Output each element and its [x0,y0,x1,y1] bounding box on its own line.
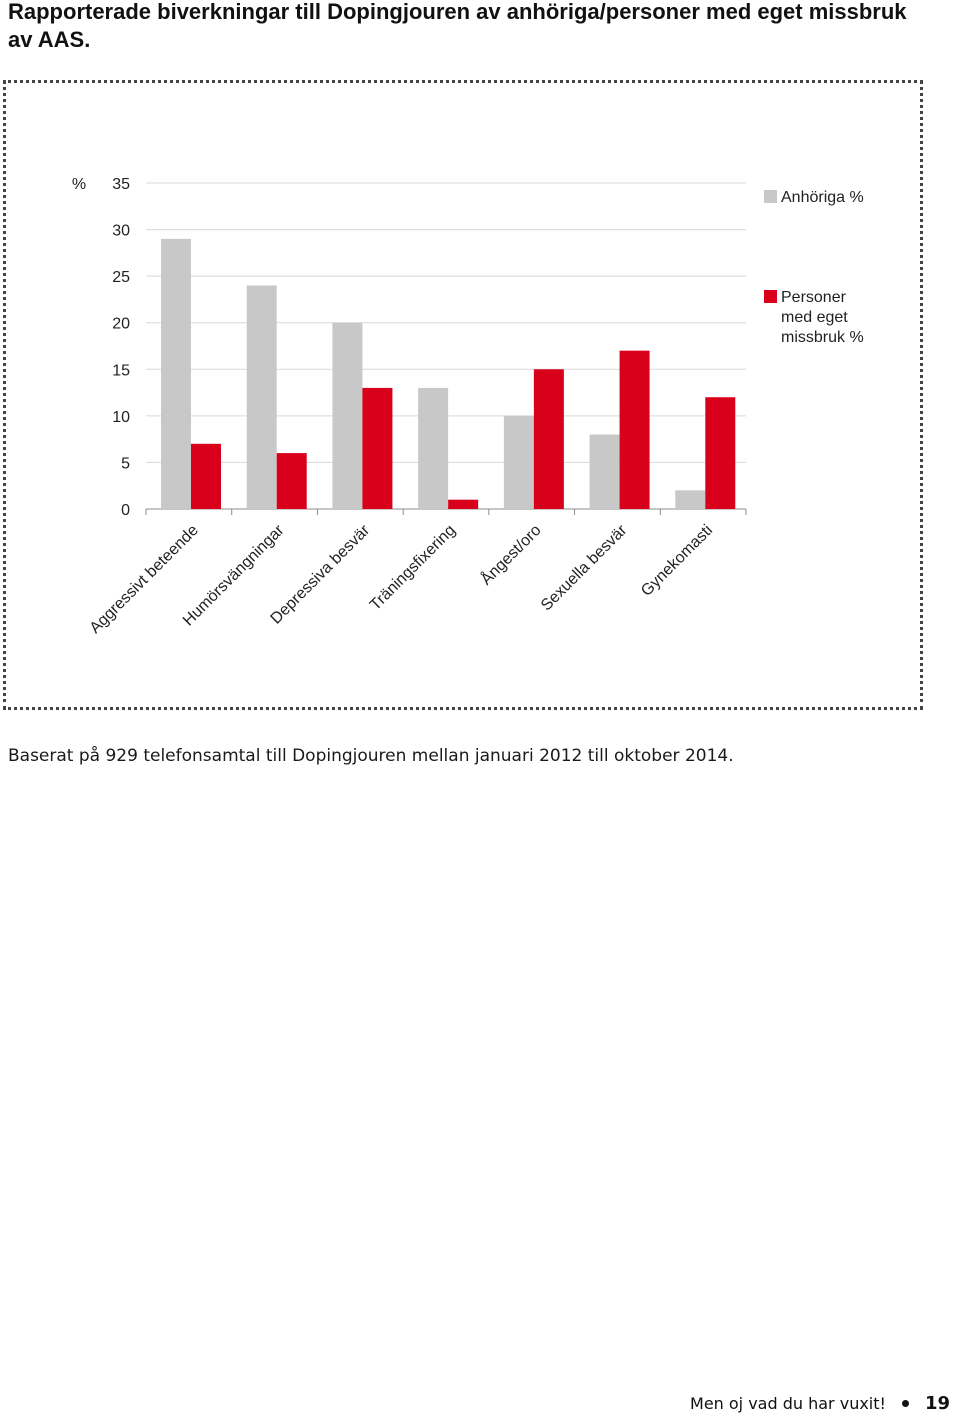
bar-personer [276,453,307,509]
y-tick-label: 35 [112,176,130,193]
legend-label-line: missbruk % [781,329,864,346]
legend-label-line: Personer [781,289,847,306]
bar-personer [619,350,650,509]
legend-label: Anhöriga % [781,189,864,206]
page-number: 19 [924,1392,950,1414]
y-tick-label: 30 [112,223,130,240]
bar-personer [448,499,479,509]
bar-anhoriga [332,322,363,509]
bar-personer [705,397,736,509]
bar-anhoriga [418,387,449,509]
bar-anhoriga [675,490,706,509]
x-category-label: Ångest/oro [477,520,545,588]
legend-swatch [764,290,777,303]
bullet-icon [901,1399,909,1407]
chart-caption: Baserat på 929 telefonsamtal till Doping… [8,746,734,766]
chart-frame: 0 5 10 15 20 25 30 35% Aggressivt beteende Humörs… [3,80,923,710]
y-tick-label: 25 [112,269,130,286]
footer-text: Men oj vad du har vuxit! [690,1393,886,1413]
legend-label-line: med eget [781,309,848,326]
bar-anhoriga [589,434,620,509]
legend-label: Personer med eget missbruk % [781,289,864,346]
y-tick-label: 10 [112,409,130,426]
x-category-label: Sexuella besvär [538,521,631,614]
bar-anhoriga [503,415,534,509]
legend-swatch [764,190,777,203]
y-tick-label: 15 [112,362,130,379]
x-category-label: Gynekomasti [638,522,716,600]
page-title: Rapporterade biverkningar till Dopingjou… [8,0,907,52]
bar-personer [362,387,393,509]
y-tick-label: 0 [121,502,130,519]
bar-personer [191,443,221,509]
y-tick-label: 5 [121,455,130,472]
y-tick-label: 20 [112,316,130,333]
bar-anhoriga [161,238,191,509]
x-category-label: Träningsfixering [367,522,459,614]
bar-personer [533,369,564,509]
y-axis-label: % [72,176,86,193]
bar-anhoriga [246,285,277,509]
page-footer: Men oj vad du har vuxit! 19 [690,1390,950,1416]
